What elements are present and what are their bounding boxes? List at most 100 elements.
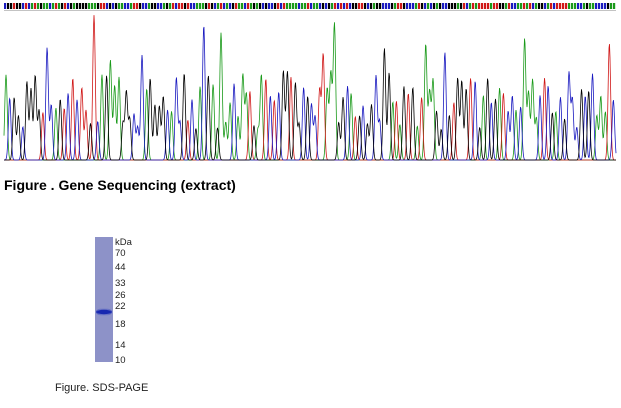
base-call xyxy=(118,3,121,9)
base-call xyxy=(181,3,184,9)
base-call xyxy=(220,3,223,9)
base-call xyxy=(145,3,148,9)
base-call xyxy=(568,3,571,9)
base-call xyxy=(370,3,373,9)
base-call xyxy=(526,3,529,9)
base-call xyxy=(418,3,421,9)
base-call xyxy=(427,3,430,9)
base-call xyxy=(280,3,283,9)
marker-label: 14 xyxy=(115,340,126,351)
base-call xyxy=(502,3,505,9)
base-call xyxy=(373,3,376,9)
base-call xyxy=(94,3,97,9)
base-call xyxy=(82,3,85,9)
base-call xyxy=(136,3,139,9)
base-call xyxy=(553,3,556,9)
base-call xyxy=(577,3,580,9)
base-call xyxy=(421,3,424,9)
base-call xyxy=(559,3,562,9)
trace xyxy=(4,48,616,161)
base-call xyxy=(91,3,94,9)
base-call xyxy=(112,3,115,9)
base-call xyxy=(535,3,538,9)
base-call xyxy=(223,3,226,9)
base-call xyxy=(52,3,55,9)
base-call xyxy=(580,3,583,9)
base-call xyxy=(172,3,175,9)
trace xyxy=(4,26,617,161)
base-call xyxy=(607,3,610,9)
base-call xyxy=(142,3,145,9)
base-call xyxy=(148,3,151,9)
base-call xyxy=(133,3,136,9)
base-call xyxy=(208,3,211,9)
base-call xyxy=(214,3,217,9)
base-call xyxy=(277,3,280,9)
base-call xyxy=(415,3,418,9)
base-call xyxy=(352,3,355,9)
base-call xyxy=(361,3,364,9)
base-call xyxy=(355,3,358,9)
base-call xyxy=(268,3,271,9)
unit-label: kDa xyxy=(115,237,133,248)
base-call xyxy=(34,3,37,9)
base-call xyxy=(88,3,91,9)
base-call xyxy=(31,3,34,9)
base-call xyxy=(403,3,406,9)
base-call xyxy=(106,3,109,9)
base-call xyxy=(340,3,343,9)
base-call xyxy=(445,3,448,9)
base-call xyxy=(460,3,463,9)
base-call xyxy=(4,3,7,9)
base-call xyxy=(346,3,349,9)
base-call xyxy=(193,3,196,9)
base-call xyxy=(334,3,337,9)
base-call xyxy=(424,3,427,9)
base-call xyxy=(589,3,592,9)
base-call xyxy=(544,3,547,9)
base-call xyxy=(265,3,268,9)
base-call xyxy=(238,3,241,9)
base-call xyxy=(316,3,319,9)
base-call xyxy=(67,3,70,9)
base-call xyxy=(256,3,259,9)
base-call xyxy=(565,3,568,9)
base-call xyxy=(385,3,388,9)
base-call xyxy=(169,3,172,9)
base-call xyxy=(49,3,52,9)
base-call xyxy=(409,3,412,9)
base-call xyxy=(511,3,514,9)
base-call xyxy=(274,3,277,9)
base-call xyxy=(70,3,73,9)
base-call xyxy=(517,3,520,9)
base-call xyxy=(64,3,67,9)
base-call xyxy=(271,3,274,9)
base-call xyxy=(454,3,457,9)
marker-label: 70 xyxy=(115,248,126,259)
chromatogram xyxy=(3,3,617,161)
base-call xyxy=(439,3,442,9)
base-call xyxy=(595,3,598,9)
base-call xyxy=(388,3,391,9)
base-call xyxy=(331,3,334,9)
base-call xyxy=(538,3,541,9)
base-call xyxy=(19,3,22,9)
base-call xyxy=(592,3,595,9)
base-call xyxy=(250,3,253,9)
base-call xyxy=(154,3,157,9)
base-call xyxy=(457,3,460,9)
base-call xyxy=(232,3,235,9)
base-call xyxy=(487,3,490,9)
marker-label: 18 xyxy=(115,319,126,330)
base-call xyxy=(211,3,214,9)
base-call xyxy=(13,3,16,9)
base-call xyxy=(7,3,10,9)
base-call xyxy=(100,3,103,9)
base-call xyxy=(235,3,238,9)
base-call xyxy=(160,3,163,9)
base-call xyxy=(391,3,394,9)
base-call xyxy=(43,3,46,9)
base-call xyxy=(337,3,340,9)
base-call xyxy=(289,3,292,9)
base-call xyxy=(199,3,202,9)
